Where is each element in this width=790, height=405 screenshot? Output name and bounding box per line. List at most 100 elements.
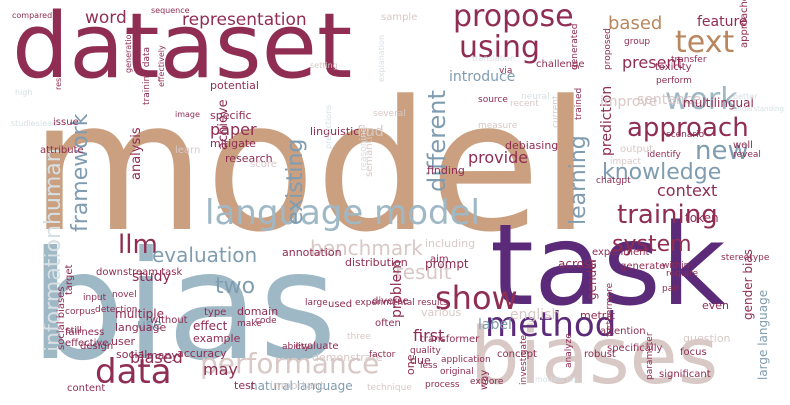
word-word: word <box>85 8 127 28</box>
word-finding: finding <box>427 164 465 177</box>
word-experiment: experiment <box>592 247 650 258</box>
word-group: group <box>624 37 651 47</box>
word-metric: metric <box>580 309 616 322</box>
word-effective: effective <box>65 338 109 349</box>
word-model: model <box>30 63 591 272</box>
word-transfer: transfer <box>671 55 707 65</box>
word-original: original <box>440 367 474 377</box>
word-high: high <box>15 88 33 97</box>
word-using: using <box>459 30 541 65</box>
word-stereotype: stereotype <box>721 253 770 263</box>
word-sequence: sequence <box>151 6 190 15</box>
word-three: three <box>347 332 371 342</box>
word-debiasing: debiasing <box>505 139 559 152</box>
word-work: work <box>665 82 738 117</box>
word-bias: bias <box>30 220 337 394</box>
word-question: question <box>683 332 731 345</box>
word-linguistic: linguistic <box>310 125 360 138</box>
word-text: text <box>675 25 735 60</box>
word-detection: detection <box>95 305 138 315</box>
word-result: result <box>395 260 452 284</box>
word-focus: focus <box>680 347 707 358</box>
word-existing: existing <box>283 138 308 225</box>
word-evaluate: evaluate <box>295 341 339 352</box>
word-several: several <box>373 109 406 119</box>
word-impact: impact <box>610 157 641 167</box>
word-user: user <box>111 335 135 348</box>
word-first: first <box>413 326 445 345</box>
word-challenge: challenge <box>536 59 585 70</box>
word-current: current <box>551 95 561 128</box>
word-well: well <box>733 140 753 151</box>
word-method: method <box>485 305 617 345</box>
word-toxicity: toxicity <box>655 62 692 73</box>
word-test: test <box>234 379 256 392</box>
word-language: language <box>115 321 167 334</box>
word-understanding: understanding <box>733 105 784 113</box>
word-context: context <box>657 181 718 200</box>
word-generation: generation <box>124 29 133 73</box>
word-translation: translation <box>472 54 516 63</box>
word-language-model: language model <box>205 193 480 233</box>
word-way: way <box>479 369 490 390</box>
word-two: two <box>215 274 256 299</box>
word-robust: robust <box>584 349 616 360</box>
word-many: many <box>147 349 178 362</box>
word-code: code <box>255 316 277 326</box>
word-learn: learn <box>175 145 201 156</box>
word-attention: attention <box>600 326 646 337</box>
word-system: system <box>612 232 692 257</box>
word-without: without <box>150 315 188 326</box>
word-scenario: scenario <box>666 130 705 140</box>
word-biased: biased <box>130 348 183 367</box>
word-studies: studies <box>11 119 40 128</box>
word-research: research <box>225 152 273 165</box>
word-investigate: investigate <box>519 334 529 385</box>
word-content: content <box>67 383 106 394</box>
word-demonstrate: demonstrate <box>312 351 383 364</box>
word-setting: setting <box>310 61 338 70</box>
word-concept: concept <box>497 349 537 360</box>
word-analysis: analysis <box>129 127 144 180</box>
word-chatgpt: chatgpt <box>596 176 631 186</box>
word-factor: factor <box>369 350 396 360</box>
word-social: social <box>116 348 148 361</box>
word-reasoning: reasoning <box>359 126 369 171</box>
word-multiple: multiple <box>115 307 165 321</box>
word-distribution: distribution <box>345 256 408 269</box>
word-pair: pair <box>662 284 680 294</box>
word-token: token <box>685 211 719 225</box>
word-dataset: dataset <box>12 0 353 99</box>
word-show: show <box>435 279 518 317</box>
word-natural-language: natural language <box>250 379 353 393</box>
word-lead: lead <box>40 119 58 128</box>
word-input: input <box>83 293 107 303</box>
word-ability: ability <box>282 342 310 352</box>
word-quality: quality <box>410 346 441 356</box>
word-large-language: large language <box>756 289 770 380</box>
word-recent: recent <box>510 99 539 109</box>
word-measure: measure <box>478 121 518 131</box>
word-models-llm: models llm <box>535 375 579 384</box>
word-approach: approach <box>627 113 749 143</box>
word-benchmark: benchmark <box>310 236 423 260</box>
word-representation: representation <box>182 10 307 30</box>
word-paper: paper <box>210 120 257 139</box>
word-novel: novel <box>112 290 137 300</box>
word-effect: effect <box>193 319 228 333</box>
word-including: including <box>425 237 476 250</box>
word-downstream-task: downstream task <box>96 267 183 278</box>
word-sentence: sentence <box>637 92 702 108</box>
word-process: process <box>425 380 460 390</box>
word-framework: framework <box>68 113 93 232</box>
word-compared: compared <box>12 11 53 20</box>
word-generated: generated <box>570 23 580 71</box>
word-perform: perform <box>656 76 692 86</box>
word-introduce: introduce <box>449 69 516 85</box>
word-score: score <box>250 159 277 170</box>
word-used: used <box>328 299 353 310</box>
word-present: present <box>622 53 683 72</box>
word-better: better <box>733 92 758 101</box>
word-important: important <box>270 379 325 392</box>
